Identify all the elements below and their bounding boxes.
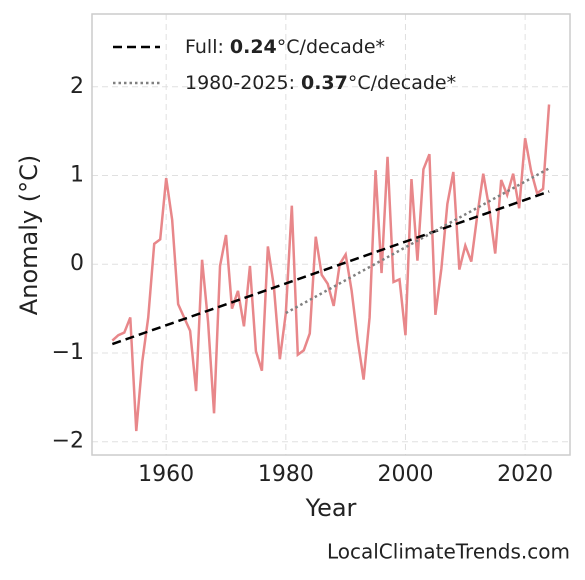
y-axis-title: Anomaly (°C) <box>15 155 43 315</box>
legend-name: Full: <box>185 36 224 58</box>
y-tick-label: −2 <box>52 429 84 454</box>
legend-rate: 0.37 <box>301 72 348 94</box>
trend-line <box>111 190 550 346</box>
legend-unit: °C/decade* <box>277 36 385 58</box>
x-tick-label: 2020 <box>497 462 553 487</box>
legend-rate: 0.24 <box>230 36 277 58</box>
legend-entry: Full: 0.24°C/decade* <box>185 36 385 58</box>
plot-frame <box>91 13 571 456</box>
watermark: LocalClimateTrends.com <box>327 540 570 564</box>
trend-line <box>285 167 550 315</box>
legend-name: 1980-2025: <box>185 72 295 94</box>
x-tick-label: 1960 <box>138 462 194 487</box>
x-tick-label: 1980 <box>258 462 314 487</box>
x-axis-title: Year <box>305 494 357 522</box>
legend-entry: 1980-2025: 0.37°C/decade* <box>185 72 456 94</box>
legend-unit: °C/decade* <box>348 72 456 94</box>
y-tick-label: 1 <box>70 162 84 187</box>
y-tick-label: −1 <box>52 340 84 365</box>
y-tick-label: 0 <box>70 251 84 276</box>
x-tick-label: 2000 <box>377 462 433 487</box>
y-tick-label: 2 <box>70 74 84 99</box>
